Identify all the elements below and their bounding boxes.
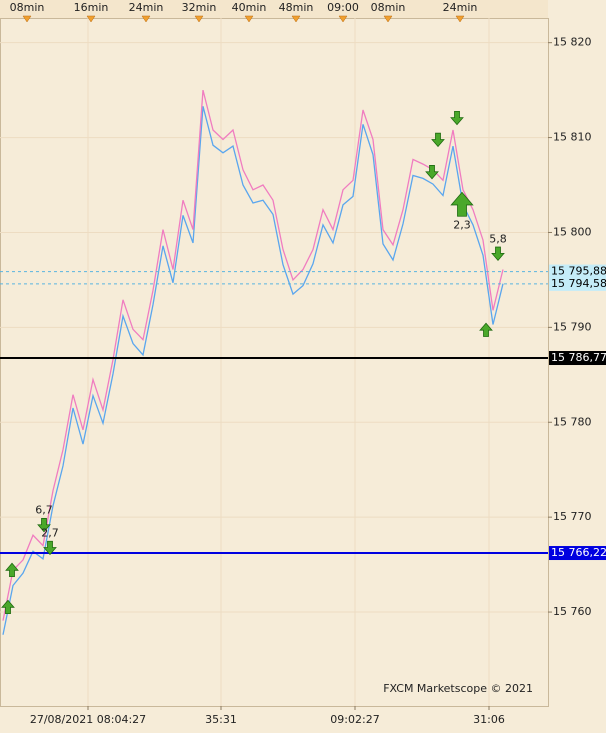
x-tick-label: 31:06 [473,713,505,726]
level-label-box [549,351,606,366]
price-line [2,106,504,635]
top-axis-band [0,0,548,18]
signal-arrow [43,540,57,556]
x-tick-label: 35:31 [205,713,237,726]
top-tick [338,15,348,23]
top-tick-label: 08min [371,1,406,14]
level-label-box [549,276,606,291]
top-tick-label: 24min [443,1,478,14]
plot-frame [0,18,549,707]
top-tick [291,15,301,23]
signal-arrow [479,322,493,337]
signal-arrow [1,599,15,615]
signal-arrow [450,110,464,126]
level-label: 15 794,58 [551,277,606,290]
top-tick [22,15,32,23]
y-tick-label: 15 780 [553,415,592,428]
top-tick [244,15,254,23]
y-tick-label: 15 770 [553,510,592,523]
signal-arrow [431,132,445,148]
signal-arrow [425,165,439,180]
top-tick-label: 08min [10,1,45,14]
y-tick-label: 15 760 [553,605,592,618]
y-tick-label: 15 810 [553,131,592,144]
signal-label: 5,8 [489,232,507,245]
watermark: FXCM Marketscope © 2021 [383,682,533,695]
top-tick-label: 16min [74,1,109,14]
signal-label: 6,7 [35,504,53,517]
top-tick [194,15,204,23]
top-tick-label: 32min [182,1,217,14]
level-label: 15 795,88 [551,265,606,278]
y-tick-label: 15 820 [553,36,592,49]
x-tick-label: 27/08/2021 08:04:27 [30,713,146,726]
y-tick-label: 15 790 [553,320,592,333]
top-tick [141,15,151,23]
signal-arrow [5,562,19,577]
signal-arrow [491,246,505,261]
level-label-box [549,264,606,279]
level-label: 15 766,22 [551,546,606,559]
top-tick-label: 40min [232,1,267,14]
top-tick-label: 48min [279,1,314,14]
signal-arrow [450,191,474,217]
signal-label: 2,7 [41,527,59,540]
signal-label: 2,3 [453,219,471,232]
top-tick-label: 09:00 [327,1,359,14]
signal-arrow [37,518,51,533]
level-label-box [549,546,606,561]
price-line [2,89,504,621]
top-tick [455,15,465,23]
top-tick [383,15,393,23]
y-tick-label: 15 800 [553,225,592,238]
level-label: 15 786,77 [551,351,606,364]
x-tick-label: 09:02:27 [330,713,379,726]
top-tick [86,15,96,23]
top-tick-label: 24min [129,1,164,14]
